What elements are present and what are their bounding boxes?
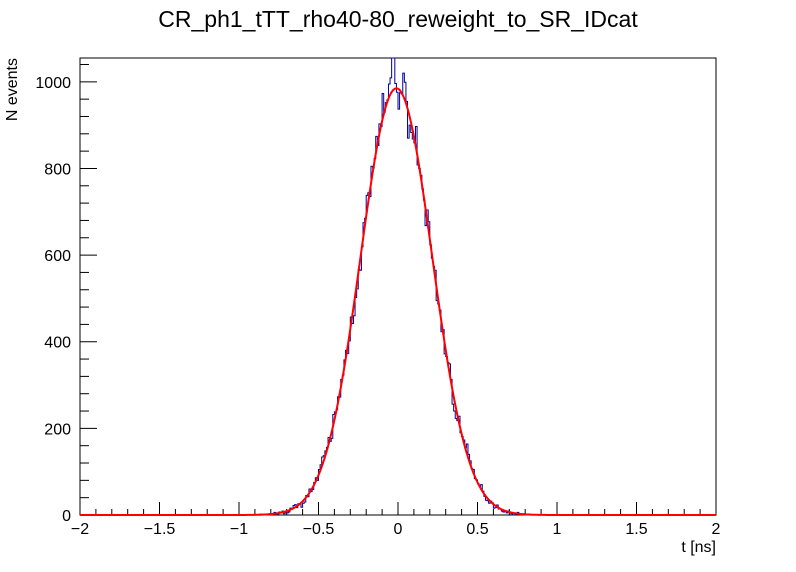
y-tick-label: 400 — [44, 335, 71, 352]
y-tick-label: 800 — [44, 161, 71, 178]
x-tick-label: 2 — [712, 521, 721, 538]
x-tick-label: 0.5 — [466, 521, 488, 538]
histogram-series — [80, 57, 716, 516]
x-tick-label: 0 — [394, 521, 403, 538]
gaussian-fit-series — [80, 87, 716, 516]
y-axis: 0 200 400 600 800 1000 — [35, 63, 97, 525]
y-tick-label: 1000 — [35, 75, 71, 92]
x-tick-label: −1.5 — [144, 521, 176, 538]
y-axis-label: N events — [4, 58, 21, 121]
y-tick-label: 0 — [62, 508, 71, 525]
x-tick-label: −0.5 — [303, 521, 335, 538]
y-tick-label: 600 — [44, 248, 71, 265]
y-tick-label: 200 — [44, 421, 71, 438]
x-axis-label: t [ns] — [681, 539, 716, 556]
chart-title: CR_ph1_tTT_rho40-80_reweight_to_SR_IDcat — [158, 6, 638, 32]
x-tick-label: 1.5 — [625, 521, 647, 538]
x-tick-label: −1 — [230, 521, 248, 538]
gaussian-fit-line — [80, 87, 716, 516]
plot-frame — [79, 57, 717, 516]
x-axis: −2 −1.5 −1 −0.5 0 0.5 1 1.5 2 — [71, 502, 721, 538]
histogram-line — [80, 57, 716, 516]
x-tick-label: 1 — [553, 521, 562, 538]
x-tick-label: −2 — [71, 521, 89, 538]
